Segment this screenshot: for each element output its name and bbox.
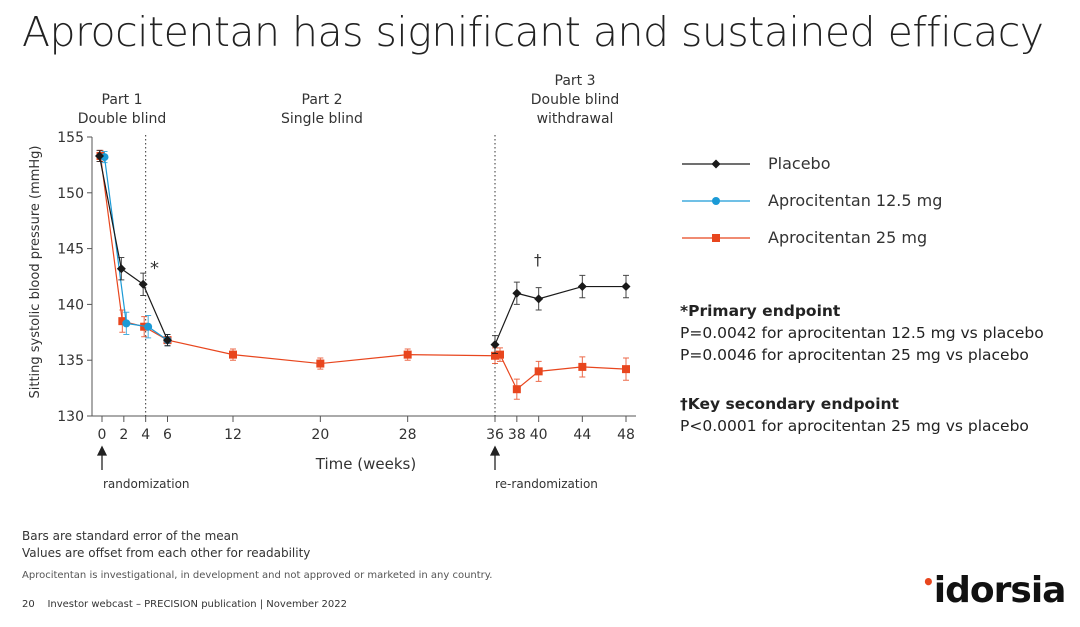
data-point [163,335,172,345]
disclaimer: Aprocitentan is investigational, in deve… [22,570,493,581]
secondary-endpoint-line: P<0.0001 for aprocitentan 25 mg vs place… [680,417,1029,435]
legend-item: Placebo [682,145,942,182]
part-label-line: Single blind [281,111,363,127]
data-point [403,350,412,359]
primary-endpoint-title: *Primary endpoint [680,302,841,320]
x-tick-label: 40 [530,427,548,443]
rerandomization-label: re-randomization [495,477,598,491]
secondary-endpoint: †Key secondary endpoint P<0.0001 for apr… [680,393,1029,437]
footer: 20 Investor webcast – PRECISION publicat… [22,599,347,610]
idorsia-logo: •idorsia [922,570,1067,611]
part-3-label: Part 3 Double blind withdrawal [510,72,640,129]
x-tick-label: 36 [486,427,504,443]
footer-text: Investor webcast – PRECISION publication… [47,599,347,610]
note: Bars are standard error of the mean [22,529,239,543]
data-point [578,362,587,371]
note: Values are offset from each other for re… [22,546,311,560]
logo-text: idorsia [933,570,1067,611]
part-label-line: Double blind [530,92,620,108]
y-axis-label: Sitting systolic blood pressure (mmHg) [28,145,43,398]
part-2-label: Part 2 Single blind [252,91,392,129]
data-point [621,282,631,292]
data-point [534,294,544,304]
part-label-line: withdrawal [536,111,614,127]
data-point [144,322,153,331]
rerandomization-arrow [489,445,501,470]
legend-label: Aprocitentan 25 mg [768,228,928,247]
legend-label: Placebo [768,154,831,173]
x-tick-label: 0 [98,427,107,443]
data-point [116,264,126,274]
page-number: 20 [22,599,35,610]
data-point [138,279,148,289]
y-tick-label: 135 [57,353,84,369]
data-point [512,385,521,394]
data-point [577,282,587,292]
data-point [490,340,500,350]
legend-swatch [682,196,750,205]
part-label-line: Part 1 [101,92,143,108]
x-tick-label: 20 [311,427,329,443]
data-point [122,319,131,328]
y-tick-label: 145 [57,242,84,258]
notes: Bars are standard error of the mean Valu… [22,528,310,562]
legend: Placebo Aprocitentan 12.5 mg Aprocitentan … [682,145,942,256]
x-tick-label: 44 [573,427,591,443]
x-tick-label: 2 [119,427,128,443]
diamond-icon [711,159,721,168]
x-tick-label: 38 [508,427,526,443]
y-tick-label: 155 [57,130,84,146]
x-tick-label: 12 [224,427,242,443]
chart: 130 135 140 145 150 155 0 2 4 6 12 20 28 36 38 40 44 48 S… [28,130,636,491]
series-line [103,157,168,341]
dagger-annotation: † [534,251,542,269]
circle-icon [712,196,720,205]
data-point [316,359,325,368]
asterisk-annotation: * [150,258,159,279]
x-tick-label: 4 [141,427,150,443]
series-line [98,155,169,341]
part-label-line: Part 2 [301,92,343,108]
data-point [118,317,127,326]
randomization-arrow [96,445,108,470]
legend-label: Aprocitentan 12.5 mg [768,191,943,210]
legend-swatch [682,159,750,168]
y-tick-label: 130 [57,409,84,425]
primary-endpoint-line: P=0.0046 for aprocitentan 25 mg vs place… [680,346,1029,364]
data-point [496,350,504,359]
y-tick-label: 150 [57,186,84,202]
x-tick-label: 6 [163,427,172,443]
x-tick-label: 28 [399,427,417,443]
randomization-label: randomization [103,477,190,491]
primary-endpoint: *Primary endpoint P=0.0042 for aprociten… [680,300,1044,366]
data-point [95,151,104,161]
data-point [491,351,499,360]
square-icon [712,233,720,242]
data-point [534,367,543,376]
y-tick-label: 140 [57,297,84,313]
legend-item: Aprocitentan 25 mg [682,219,942,256]
legend-item: Aprocitentan 12.5 mg [682,182,942,219]
part-1-label: Part 1 Double blind [60,91,184,129]
slide-title: Aprocitentan has significant and sustain… [22,8,1044,56]
data-point [622,365,630,374]
part-label-line: Double blind [77,111,167,127]
data-point [229,350,237,359]
secondary-endpoint-title: †Key secondary endpoint [680,395,899,413]
x-tick-label: 48 [617,427,635,443]
x-axis-label: Time (weeks) [315,455,416,473]
legend-swatch [682,233,750,242]
part-label-line: Part 3 [554,73,596,89]
data-point [512,288,522,298]
series-line [99,155,627,391]
primary-endpoint-line: P=0.0042 for aprocitentan 12.5 mg vs pla… [680,324,1044,342]
